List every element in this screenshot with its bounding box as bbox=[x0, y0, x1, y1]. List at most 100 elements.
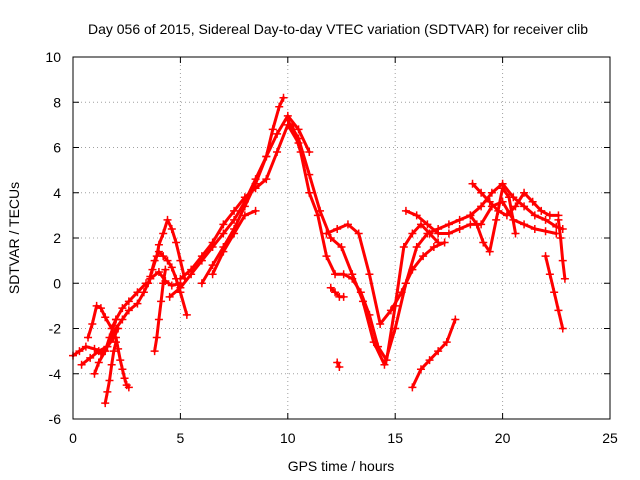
y-tick-label: 10 bbox=[45, 49, 61, 65]
data-point-marker bbox=[511, 202, 520, 211]
data-point-marker bbox=[466, 211, 475, 220]
data-point-marker bbox=[348, 274, 357, 283]
data-point-marker bbox=[240, 211, 249, 220]
data-point-marker bbox=[505, 193, 514, 202]
x-tick-label: 25 bbox=[602, 430, 618, 446]
data-point-marker bbox=[335, 362, 344, 371]
data-point-marker bbox=[150, 347, 159, 356]
data-point-marker bbox=[365, 310, 374, 319]
data-point-marker bbox=[502, 211, 511, 220]
x-tick-label: 5 bbox=[177, 430, 185, 446]
y-tick-label: -4 bbox=[49, 366, 62, 382]
data-point-marker bbox=[560, 274, 569, 283]
data-point-marker bbox=[118, 304, 127, 313]
data-point-marker bbox=[94, 358, 103, 367]
data-point-marker bbox=[455, 224, 464, 233]
data-point-marker bbox=[337, 243, 346, 252]
data-point-marker bbox=[326, 234, 335, 242]
data-point-marker bbox=[154, 267, 163, 276]
data-point-marker bbox=[90, 344, 99, 353]
data-point-marker bbox=[167, 224, 176, 233]
data-point-marker bbox=[105, 376, 114, 385]
data-point-marker bbox=[154, 315, 163, 324]
data-point-marker bbox=[545, 270, 554, 279]
data-point-marker bbox=[558, 324, 567, 333]
data-point-marker bbox=[444, 220, 453, 229]
data-point-marker bbox=[294, 125, 303, 134]
data-point-marker bbox=[305, 188, 314, 197]
data-point-marker bbox=[485, 247, 494, 256]
data-point-marker bbox=[167, 263, 176, 272]
data-point-marker bbox=[322, 229, 331, 238]
data-point-marker bbox=[219, 229, 228, 238]
data-point-marker bbox=[408, 265, 417, 274]
series-line-10 bbox=[178, 123, 300, 281]
data-point-marker bbox=[455, 215, 464, 224]
data-point-marker bbox=[197, 279, 206, 288]
data-point-marker bbox=[163, 256, 172, 265]
data-point-marker bbox=[154, 240, 163, 249]
data-point-marker bbox=[101, 347, 110, 356]
data-point-marker bbox=[262, 152, 271, 161]
data-point-marker bbox=[90, 369, 99, 378]
data-point-marker bbox=[528, 197, 537, 206]
data-point-marker bbox=[374, 342, 383, 351]
data-point-marker bbox=[163, 215, 172, 224]
data-point-marker bbox=[152, 333, 161, 342]
data-point-marker bbox=[167, 281, 176, 290]
data-point-marker bbox=[273, 129, 282, 138]
data-point-marker bbox=[305, 148, 314, 157]
y-axis-label: SDTVAR / TECUs bbox=[6, 182, 22, 294]
data-point-marker bbox=[425, 229, 434, 238]
data-point-marker bbox=[356, 288, 365, 297]
data-point-marker bbox=[268, 125, 277, 134]
data-point-marker bbox=[154, 247, 163, 256]
data-point-marker bbox=[103, 387, 112, 396]
data-point-marker bbox=[339, 270, 348, 279]
data-point-marker bbox=[365, 270, 374, 279]
data-point-marker bbox=[86, 353, 95, 362]
data-point-marker bbox=[240, 202, 249, 211]
data-point-marker bbox=[187, 265, 196, 274]
data-point-marker bbox=[477, 202, 486, 211]
data-point-marker bbox=[283, 116, 292, 125]
data-point-marker bbox=[468, 179, 477, 188]
data-point-marker bbox=[146, 272, 155, 281]
series-line-18 bbox=[410, 317, 457, 389]
data-point-marker bbox=[520, 220, 529, 229]
data-point-marker bbox=[111, 315, 120, 324]
grid-lines bbox=[73, 57, 610, 419]
data-point-marker bbox=[326, 283, 335, 292]
data-point-marker bbox=[333, 224, 342, 233]
data-point-marker bbox=[230, 229, 239, 238]
data-point-marker bbox=[159, 229, 168, 238]
data-point-marker bbox=[165, 292, 174, 301]
data-point-marker bbox=[114, 344, 123, 353]
data-point-marker bbox=[331, 270, 340, 279]
data-point-marker bbox=[494, 206, 503, 215]
data-point-marker bbox=[419, 252, 428, 261]
data-point-marker bbox=[492, 215, 501, 224]
data-point-marker bbox=[440, 238, 449, 247]
data-point-marker bbox=[101, 399, 110, 408]
data-point-marker bbox=[279, 93, 288, 102]
data-point-marker bbox=[288, 120, 297, 129]
series-line-14 bbox=[290, 123, 440, 362]
data-point-marker bbox=[251, 206, 260, 215]
data-point-marker bbox=[545, 211, 554, 220]
data-point-marker bbox=[208, 238, 217, 247]
data-point-marker bbox=[487, 188, 496, 197]
data-point-marker bbox=[157, 297, 166, 306]
data-point-marker bbox=[172, 238, 181, 247]
y-tick-label: 2 bbox=[53, 230, 61, 246]
plot-frame bbox=[72, 56, 611, 420]
data-point-marker bbox=[208, 270, 217, 279]
data-point-marker bbox=[120, 374, 129, 383]
data-point-marker bbox=[412, 243, 421, 252]
data-point-marker bbox=[273, 148, 282, 157]
data-point-marker bbox=[219, 220, 228, 229]
data-point-marker bbox=[397, 288, 406, 297]
data-point-marker bbox=[118, 365, 127, 374]
data-point-marker bbox=[511, 229, 520, 238]
